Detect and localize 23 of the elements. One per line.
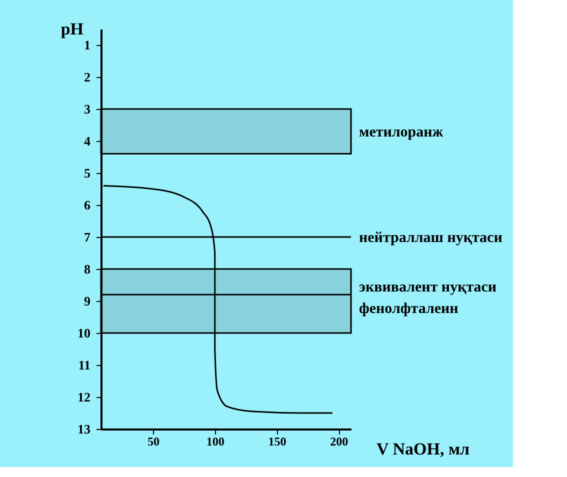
x-tick-label: 200 <box>330 434 348 448</box>
y-tick-label: 7 <box>84 230 91 244</box>
band-label: фенолфталеин <box>359 301 459 317</box>
y-tick-label: 9 <box>84 294 91 308</box>
x-tick-label: 150 <box>268 434 286 448</box>
y-tick-label: 13 <box>78 422 91 436</box>
y-tick-label: 5 <box>84 166 91 180</box>
y-axis-title: pH <box>60 20 84 38</box>
y-tick-label: 8 <box>84 262 91 276</box>
y-tick-label: 2 <box>84 70 90 84</box>
y-tick-label: 12 <box>78 390 90 404</box>
ref-line-label: нейтраллаш нуқтаси <box>359 230 503 246</box>
y-tick-label: 10 <box>78 326 90 340</box>
x-tick-label: 100 <box>206 434 224 448</box>
y-tick-label: 11 <box>78 358 90 372</box>
y-tick-label: 4 <box>84 134 91 148</box>
ref-line-label: эквивалент нуқтаси <box>359 280 497 296</box>
x-tick-label: 50 <box>147 434 160 448</box>
y-tick-label: 6 <box>84 198 91 212</box>
x-axis-title: V NaOH, мл <box>376 440 470 458</box>
y-tick-label: 3 <box>84 102 91 116</box>
y-tick-label: 1 <box>84 38 90 52</box>
band-label: метилоранж <box>359 124 444 140</box>
